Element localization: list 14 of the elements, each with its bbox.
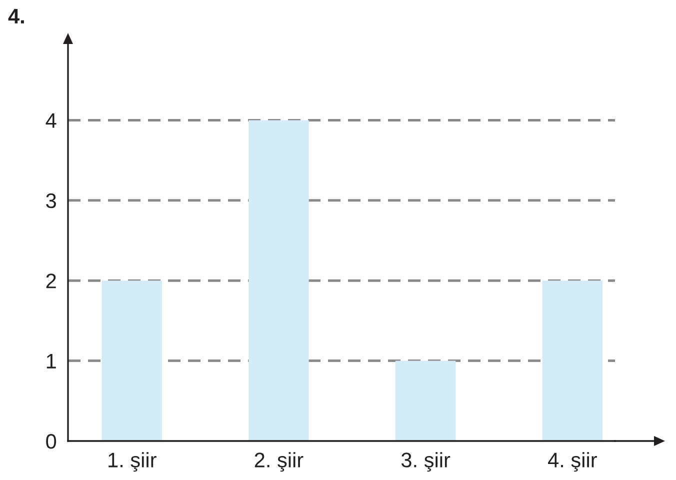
y-tick-label: 3 (46, 193, 56, 208)
x-tick-label: 2. şiir (254, 452, 304, 472)
y-tick-label: 2 (46, 274, 56, 288)
y-tick-label: 0 (46, 434, 56, 449)
x-tick-label: 3. şiir (401, 452, 450, 472)
bar (395, 360, 456, 441)
bar (542, 280, 603, 441)
bar (102, 280, 162, 441)
y-tick-label: 4 (46, 113, 56, 128)
y-tick-label: 1 (46, 354, 56, 368)
x-tick-label: 4. şiir (548, 452, 597, 472)
chart-title: 4. (8, 9, 24, 24)
x-tick-label: 1. şiir (108, 452, 156, 472)
bar (248, 120, 309, 441)
